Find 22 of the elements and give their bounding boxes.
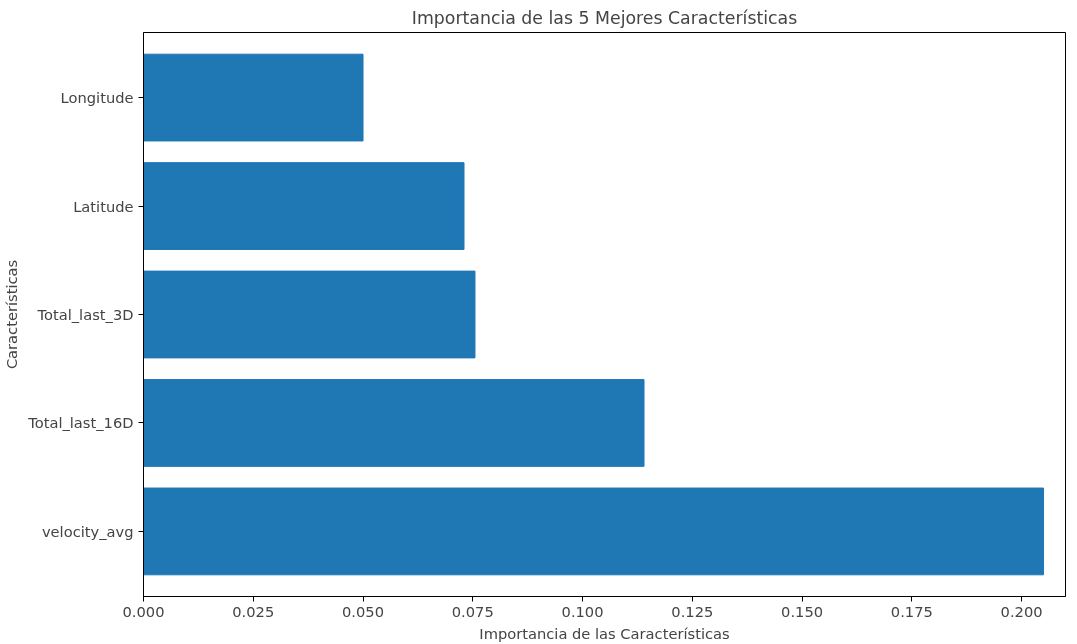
bar bbox=[143, 270, 476, 359]
x-tick-label: 0.175 bbox=[890, 602, 933, 620]
x-axis-title: Importancia de las Características bbox=[479, 624, 730, 642]
y-tick-label: Latitude bbox=[73, 197, 134, 215]
x-tick-label: 0.075 bbox=[451, 602, 494, 620]
bar bbox=[143, 162, 465, 250]
y-axis-title: Características bbox=[3, 259, 21, 370]
y-tick-label: velocity_avg bbox=[41, 522, 134, 540]
x-tick-label: 0.125 bbox=[671, 602, 714, 620]
bar bbox=[143, 379, 645, 467]
y-tick-label: Longitude bbox=[60, 89, 134, 107]
x-tick-label: 0.050 bbox=[342, 602, 385, 620]
y-tick-label: Total_last_16D bbox=[27, 414, 134, 432]
x-tick-label: 0.150 bbox=[781, 602, 824, 620]
chart-title: Importancia de las 5 Mejores Características bbox=[411, 7, 798, 28]
bar bbox=[143, 53, 364, 142]
x-tick-label: 0.025 bbox=[232, 602, 275, 620]
x-tick-label: 0.100 bbox=[561, 602, 604, 620]
x-tick-label: 0.000 bbox=[122, 602, 165, 620]
y-tick-label: Total_last_3D bbox=[36, 306, 134, 323]
bar bbox=[143, 487, 1045, 576]
x-tick-label: 0.200 bbox=[1000, 602, 1043, 620]
